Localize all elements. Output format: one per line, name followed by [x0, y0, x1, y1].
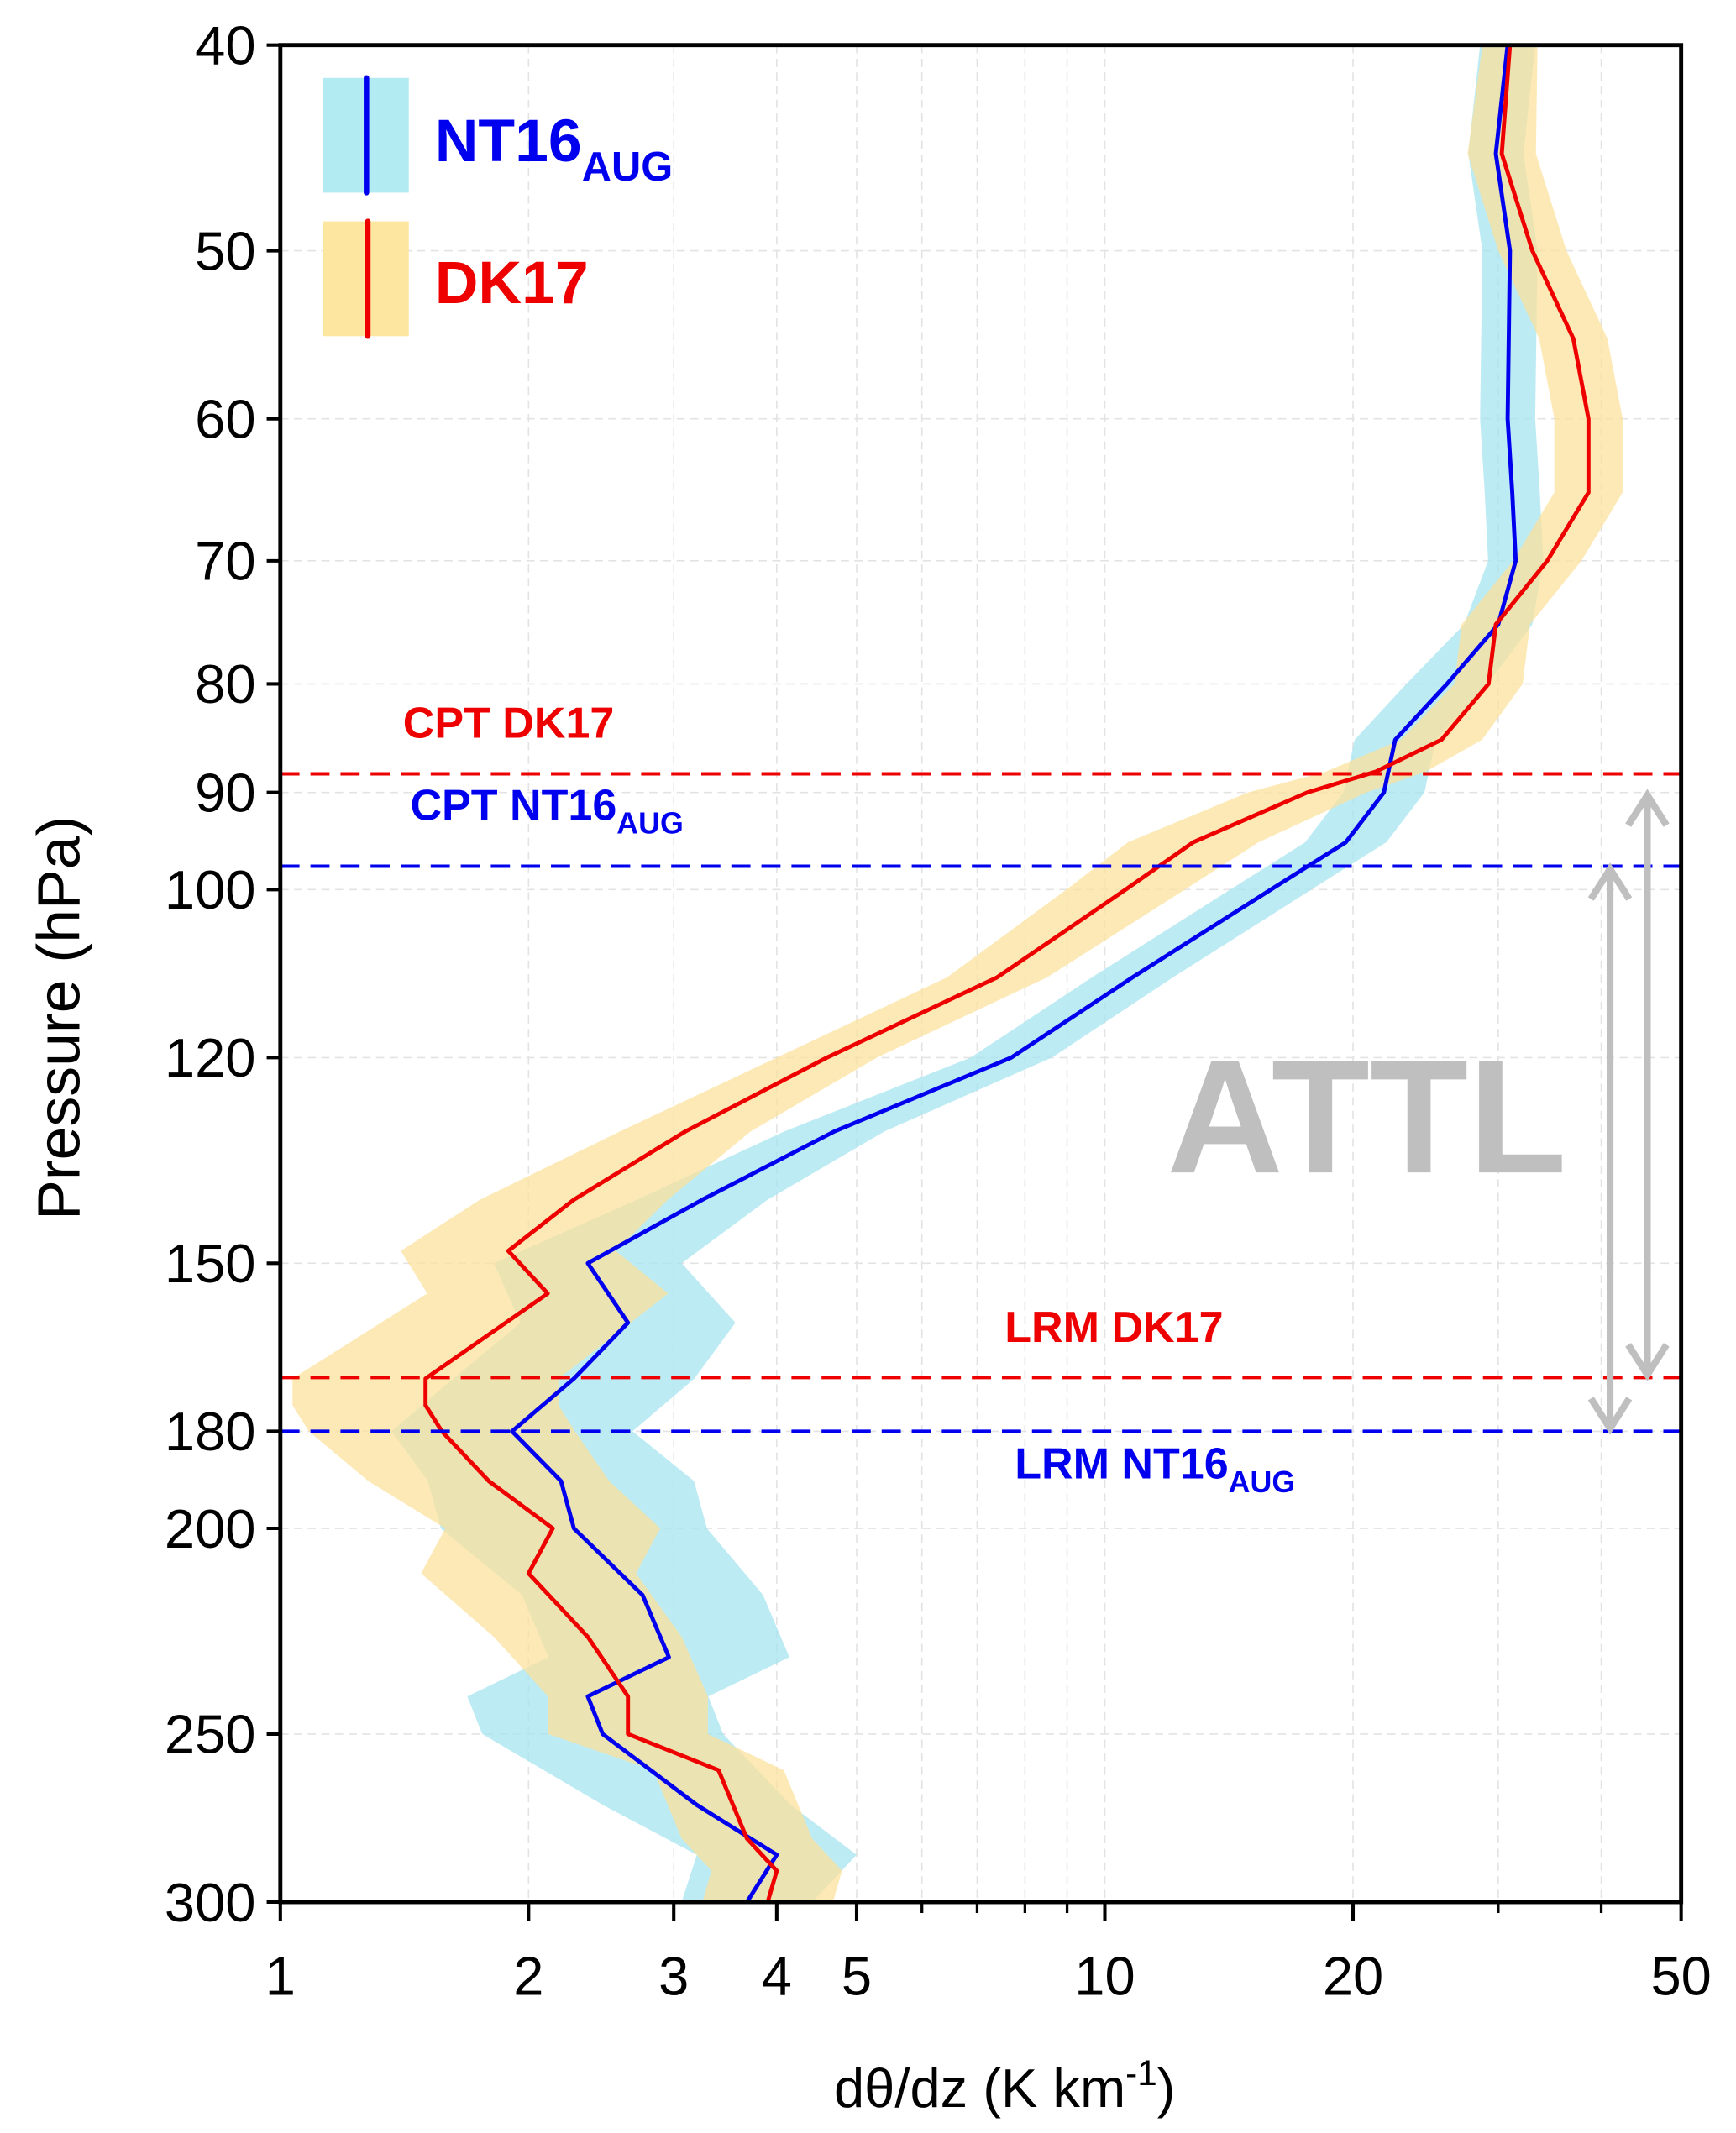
y-tick-label: 90	[195, 762, 255, 823]
reference-line-label-text: CPT DK17	[403, 700, 615, 748]
uncertainty-bands	[292, 45, 1623, 1903]
y-tick-label: 180	[165, 1401, 256, 1462]
y-tick-label: 40	[195, 14, 255, 76]
arrow-head-up	[1625, 789, 1670, 827]
reference-line-label: LRM NT16AUG	[1015, 1440, 1295, 1499]
band-nt16	[391, 45, 1544, 1903]
x-tick-label: 5	[842, 1946, 872, 2007]
y-tick-label: 60	[195, 388, 255, 449]
x-tick-label: 1	[265, 1946, 296, 2007]
reference-line-label-text: LRM DK17	[1004, 1303, 1223, 1352]
x-axis-title: dθ/dz (K km-1)	[834, 2053, 1175, 2119]
x-tick-label: 50	[1650, 1946, 1711, 2007]
y-tick-label: 150	[165, 1233, 256, 1294]
reference-line-label: CPT NT16AUG	[410, 781, 683, 840]
x-tick-label: 20	[1323, 1946, 1383, 2007]
reference-line-label: LRM DK17	[1004, 1303, 1223, 1352]
y-tick-label: 200	[165, 1498, 256, 1559]
reference-line-label-sub: AUG	[1229, 1465, 1296, 1499]
y-tick-label: 100	[165, 859, 256, 920]
reference-line-label-text: LRM NT16	[1015, 1440, 1228, 1489]
reference-line-label-text: CPT NT16	[410, 781, 616, 830]
legend: NT16AUG DK17	[323, 75, 673, 339]
band-dk17	[292, 45, 1623, 1903]
arrow-head-up	[1587, 862, 1633, 901]
arrow-head-down	[1587, 1397, 1633, 1435]
y-axis-title: Pressure (hPa)	[26, 816, 93, 1220]
legend-label-dk17: DK17	[435, 249, 589, 317]
line-nt16	[510, 45, 1518, 1904]
y-tick-label: 120	[165, 1027, 256, 1088]
line-dk17	[423, 45, 1591, 1903]
reference-line-label: CPT DK17	[403, 700, 615, 748]
y-tick-label: 250	[165, 1704, 256, 1765]
attl-annotation: ATTL	[1167, 1026, 1566, 1207]
y-tick-label: 70	[195, 531, 255, 592]
y-tick-label: 300	[165, 1872, 256, 1933]
x-tick-label: 3	[658, 1946, 689, 2007]
series-lines	[423, 45, 1591, 1904]
legend-label-nt16: NT16AUG	[435, 107, 673, 190]
plot-frame	[278, 43, 1684, 1905]
y-tick-label: 80	[195, 653, 255, 715]
attl-arrows	[1587, 789, 1670, 1435]
reference-line-label-sub: AUG	[616, 807, 684, 841]
arrow-head-down	[1625, 1343, 1670, 1381]
axes: 1 2 3 4 5 10 20 50 40 50 60 70 80 90 100 120 150 180 200 25…	[165, 14, 1712, 2006]
x-tick-label: 4	[762, 1946, 792, 2007]
x-tick-label: 10	[1074, 1946, 1135, 2007]
x-tick-label: 2	[513, 1946, 543, 2007]
y-tick-label: 50	[195, 220, 255, 281]
